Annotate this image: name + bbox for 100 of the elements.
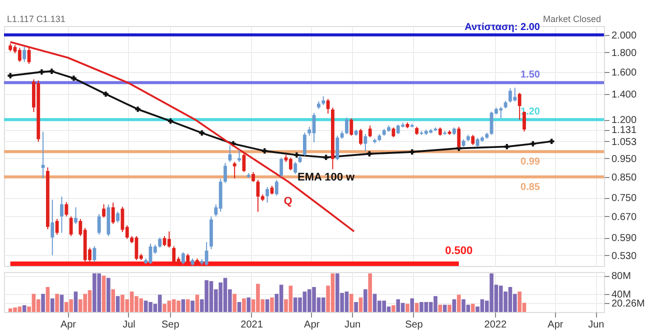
y-tick-label: 1.600 (612, 67, 637, 78)
candlestick (50, 199, 54, 256)
bar (470, 304, 475, 312)
bar (321, 297, 326, 312)
bar (349, 294, 354, 312)
x-tick-label: Sep (161, 320, 180, 330)
bar (438, 304, 442, 312)
point (294, 152, 300, 158)
line-series (9, 41, 355, 232)
x-tick-label: 2021 (240, 320, 264, 330)
series-label: Q (284, 195, 293, 208)
point (135, 106, 140, 112)
candlestick (274, 179, 278, 196)
y-tick-label: 80M (612, 271, 631, 282)
x-tick-label: 2022 (484, 320, 507, 330)
bar (448, 304, 452, 312)
point (504, 144, 510, 150)
bar (237, 302, 242, 312)
bar (46, 287, 50, 312)
bar (41, 294, 45, 312)
candlestick (18, 47, 22, 62)
candlestick (242, 152, 246, 173)
point (366, 151, 372, 156)
bar (55, 294, 59, 312)
x-tick-label: Apr (304, 320, 320, 330)
ref-line-label: Αντίσταση: 2.00 (464, 22, 540, 33)
candlestick (280, 157, 284, 178)
candlestick (232, 161, 236, 179)
candlestick (368, 125, 372, 138)
candlestick (359, 128, 362, 146)
bar (111, 289, 116, 312)
bar (74, 292, 78, 312)
bar (414, 302, 419, 312)
candlestick (364, 134, 368, 152)
candlestick (457, 126, 461, 149)
point (199, 130, 205, 136)
y-tick-label: 40M (612, 289, 631, 300)
y-tick-label: 0.750 (612, 193, 637, 204)
candlestick (74, 206, 78, 225)
ref-line-label: 1.50 (520, 70, 540, 81)
candlestick (22, 46, 26, 62)
text: L1.117 C1.131 (7, 14, 66, 24)
bar (242, 298, 246, 312)
y-tick-label: 20.26M (612, 298, 645, 310)
candlestick (64, 202, 68, 217)
y-tick-label: 1.200 (612, 115, 637, 126)
candlestick (92, 246, 96, 262)
ref-line-label: 0.99 (520, 156, 540, 168)
bar (246, 297, 251, 312)
y-tick-label: 1.053 (612, 136, 637, 148)
bar (102, 276, 106, 312)
y-tick-label: 2.000 (612, 30, 637, 42)
candlestick (116, 211, 120, 224)
y-tick-label: 1.400 (612, 90, 637, 101)
x-tick-label: Jun (588, 320, 604, 330)
bar (181, 299, 186, 312)
bar (60, 294, 64, 312)
point (409, 149, 415, 155)
bar (186, 299, 190, 312)
candlestick (252, 172, 255, 182)
ref-line-label: 0.85 (520, 182, 540, 193)
bar (364, 289, 368, 312)
bar (270, 297, 274, 312)
bar (195, 294, 200, 312)
bar (50, 298, 54, 312)
bar (392, 305, 396, 312)
bar (406, 304, 410, 312)
bar (106, 278, 110, 312)
bar (22, 305, 26, 312)
text: Market Closed (542, 14, 601, 24)
bar (190, 300, 194, 312)
bar (452, 299, 456, 312)
bar (368, 273, 372, 312)
point (39, 69, 44, 75)
point (49, 68, 54, 74)
x-tick-label: Sep (405, 320, 424, 330)
candlestick (392, 126, 396, 138)
point (71, 76, 76, 81)
candlestick (186, 253, 190, 264)
candlestick (336, 135, 340, 161)
y-tick-label: 0.850 (612, 172, 637, 184)
point (8, 73, 13, 78)
point (530, 141, 536, 146)
candlestick (350, 118, 354, 136)
candlestick (181, 252, 185, 265)
candlestick (172, 246, 176, 264)
bar (396, 299, 400, 312)
candlestick (294, 161, 298, 175)
series-label: 0.500 (445, 245, 473, 257)
bar (158, 294, 162, 312)
candlestick (471, 134, 475, 146)
y-tick-label: 1.131 (612, 125, 637, 136)
bar (116, 296, 120, 312)
x-tick-label: Jun (344, 320, 361, 330)
candlestick (266, 186, 269, 204)
y-tick-label: 1.800 (612, 48, 637, 59)
candlestick (238, 149, 241, 162)
y-tick-label: 0.670 (612, 212, 637, 223)
candlestick (97, 213, 101, 236)
candlestick (228, 144, 232, 162)
